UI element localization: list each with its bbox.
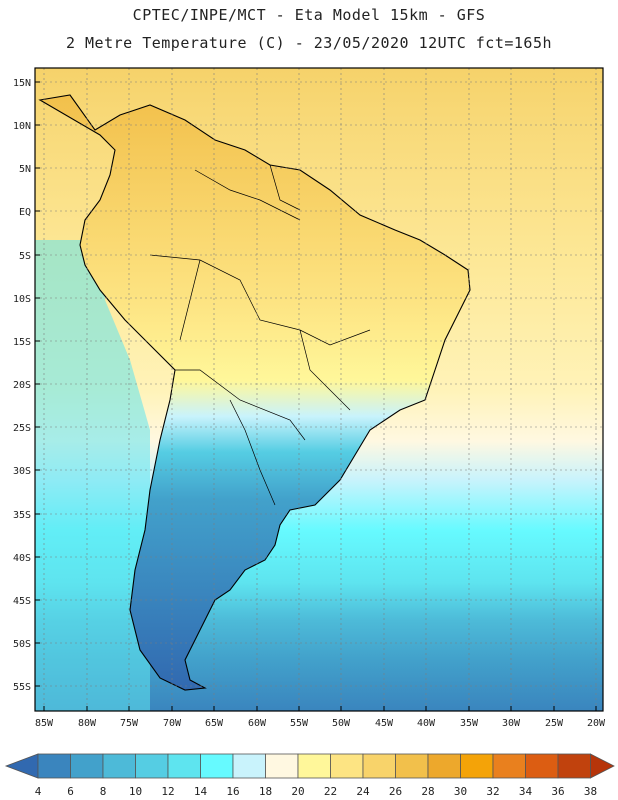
colorbar-swatch: [395, 753, 429, 779]
lon-label: 55W: [290, 718, 309, 729]
axis-ticks: [35, 81, 597, 711]
lat-label: 30S: [13, 466, 31, 477]
lat-label: 20S: [13, 380, 31, 391]
lon-label: 80W: [78, 718, 97, 729]
longitude-labels: 85W 80W 75W 70W 65W 60W 55W 50W 45W 40W …: [35, 718, 606, 729]
lat-label: 5N: [19, 164, 31, 175]
lon-label: 85W: [35, 718, 54, 729]
colorbar-swatch: [492, 753, 526, 779]
colorbar-label: 12: [161, 785, 174, 798]
lon-label: 60W: [248, 718, 267, 729]
colorbar-swatch: [330, 753, 364, 779]
lon-label: 35W: [460, 718, 479, 729]
colorbar-labels: 4 6 8 10 12 14 16 18 20 22 24 26 28 30 3…: [35, 785, 597, 798]
lat-label: 15S: [13, 337, 31, 348]
colorbar-swatch: [37, 753, 71, 779]
map-title-line-1: CPTEC/INPE/MCT - Eta Model 15km - GFS: [132, 6, 486, 24]
colorbar-label: 6: [67, 785, 74, 798]
colorbar: [4, 753, 615, 779]
colorbar-label: 36: [551, 785, 564, 798]
lat-label: 55S: [13, 682, 31, 693]
colorbar-label: 28: [421, 785, 434, 798]
lat-label: 35S: [13, 510, 31, 521]
lat-label: EQ: [19, 207, 31, 218]
lon-label: 30W: [502, 718, 521, 729]
colorbar-swatch: [265, 753, 299, 779]
lat-label: 10N: [13, 121, 31, 132]
lon-label: 75W: [120, 718, 139, 729]
lon-label: 20W: [587, 718, 606, 729]
lon-label: 50W: [332, 718, 351, 729]
colorbar-label: 16: [226, 785, 239, 798]
colorbar-swatch: [232, 753, 266, 779]
pacific-cool-band: [35, 240, 150, 711]
lat-label: 25S: [13, 423, 31, 434]
map-title-line-2: 2 Metre Temperature (C) - 23/05/2020 12U…: [65, 34, 553, 52]
colorbar-label: 24: [356, 785, 370, 798]
colorbar-swatch: [297, 753, 331, 779]
lon-label: 65W: [205, 718, 224, 729]
lon-label: 45W: [375, 718, 394, 729]
colorbar-swatch: [362, 753, 396, 779]
colorbar-label: 38: [584, 785, 597, 798]
latitude-labels: 15N 10N 5N EQ 5S 10S 15S 20S 25S 30S 35S…: [13, 78, 31, 693]
colorbar-swatch: [200, 753, 234, 779]
lat-label: 5S: [19, 251, 31, 262]
colorbar-swatch: [102, 753, 136, 779]
colorbar-label: 10: [129, 785, 142, 798]
colorbar-swatch: [557, 753, 591, 779]
colorbar-label: 26: [389, 785, 402, 798]
lat-label: 45S: [13, 596, 31, 607]
lat-label: 15N: [13, 78, 31, 89]
lat-label: 40S: [13, 553, 31, 564]
lon-label: 40W: [417, 718, 436, 729]
colorbar-label: 18: [259, 785, 272, 798]
colorbar-swatch: [167, 753, 201, 779]
lon-label: 25W: [545, 718, 564, 729]
country-borders: [149, 164, 371, 506]
colorbar-swatch: [460, 753, 494, 779]
lat-label: 50S: [13, 639, 31, 650]
lon-label: 70W: [163, 718, 182, 729]
graticule: [35, 68, 603, 711]
colorbar-swatch: [525, 753, 559, 779]
colorbar-label: 32: [486, 785, 499, 798]
colorbar-arrow-high: [590, 753, 615, 779]
colorbar-label: 4: [35, 785, 42, 798]
colorbar-label: 20: [291, 785, 304, 798]
lat-label: 10S: [13, 294, 31, 305]
colorbar-swatch: [427, 753, 461, 779]
colorbar-arrow-low: [4, 753, 39, 779]
colorbar-label: 8: [100, 785, 107, 798]
colorbar-label: 14: [194, 785, 208, 798]
colorbar-label: 30: [454, 785, 467, 798]
map-field: [35, 68, 603, 711]
colorbar-label: 34: [519, 785, 533, 798]
colorbar-swatch: [70, 753, 104, 779]
colorbar-label: 22: [324, 785, 337, 798]
colorbar-swatch: [135, 753, 169, 779]
map-frame: [34, 67, 604, 712]
